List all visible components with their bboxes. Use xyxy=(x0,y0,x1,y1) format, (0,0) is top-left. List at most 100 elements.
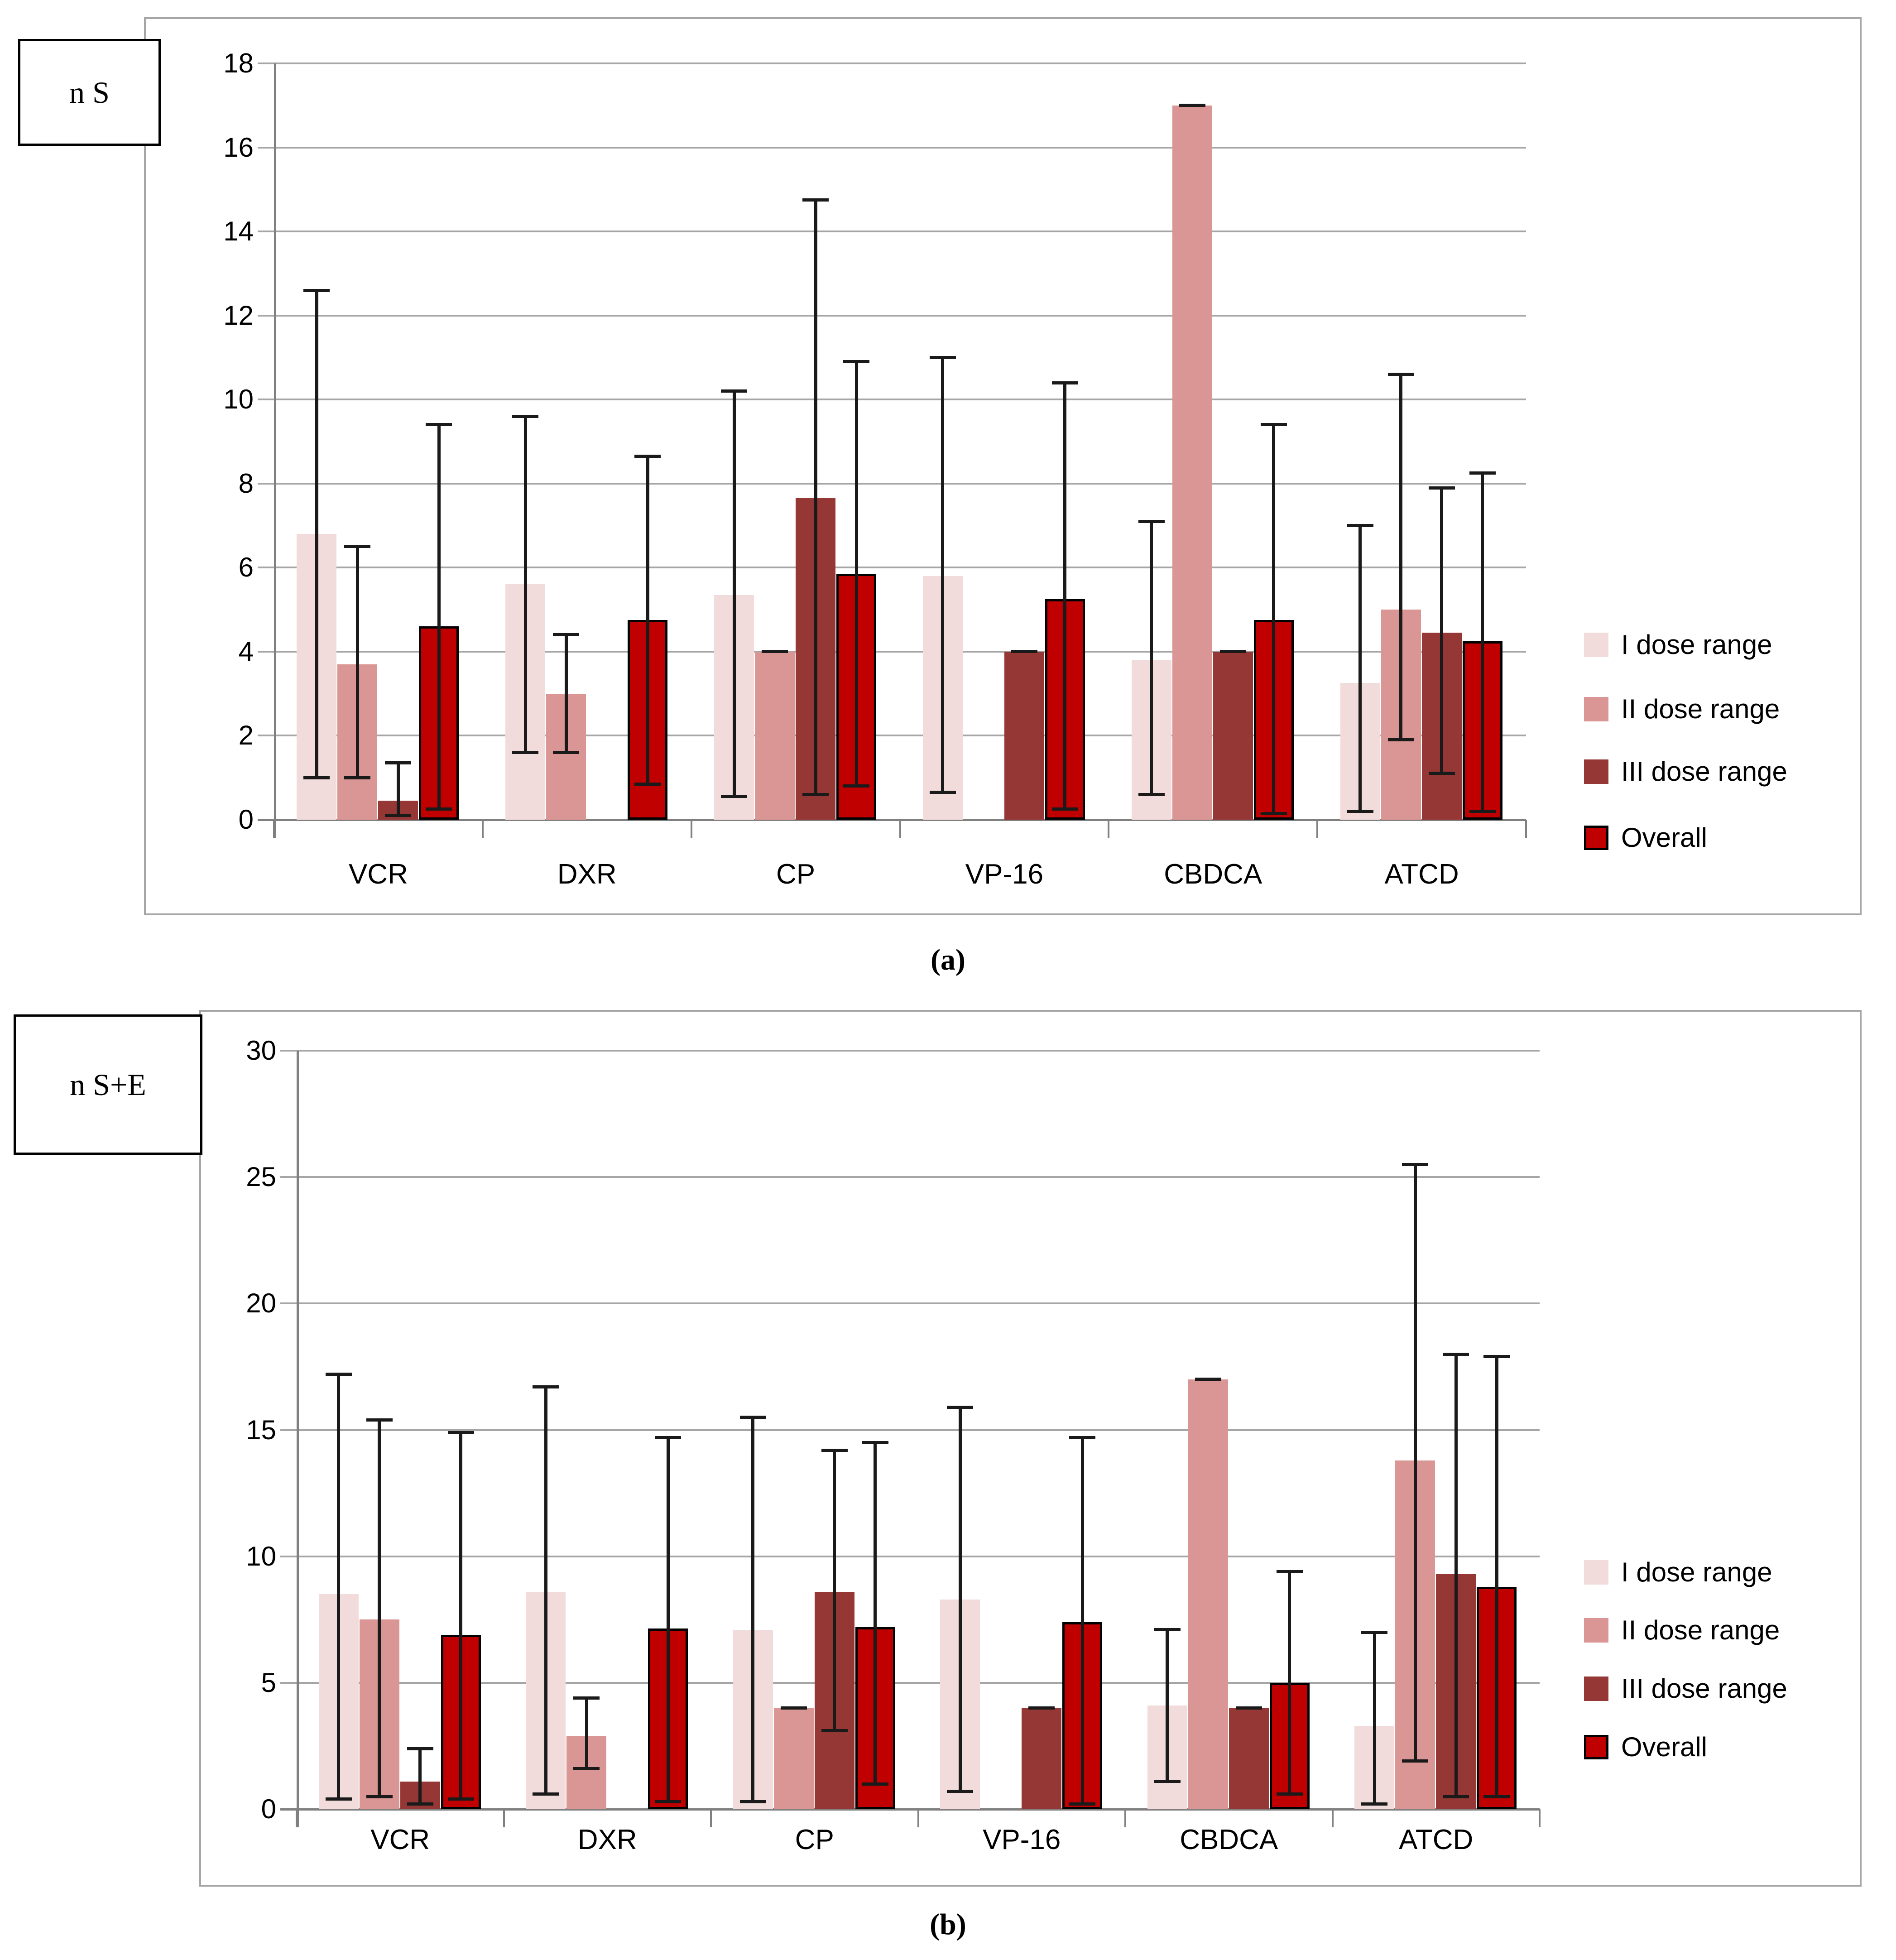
gridline xyxy=(258,146,1526,149)
y-tick-label: 10 xyxy=(223,384,254,415)
error-bar-cap-top xyxy=(1361,1630,1388,1634)
error-bar-cap-bottom xyxy=(1051,807,1078,811)
error-bar-cap-bottom xyxy=(553,751,580,754)
error-bar-line xyxy=(459,1432,463,1799)
gridline xyxy=(280,1302,1540,1305)
legend-swatch xyxy=(1584,759,1608,784)
error-bar-line xyxy=(1440,488,1444,773)
category-label: VCR xyxy=(348,859,408,890)
y-tick-label: 14 xyxy=(223,216,254,247)
error-bar-line xyxy=(585,1698,588,1769)
legend-item: I dose range xyxy=(1584,630,1772,659)
bar-iii-dose-range xyxy=(1229,1708,1269,1809)
error-bar-line xyxy=(564,634,568,753)
error-bar-cap-top xyxy=(947,1405,974,1409)
error-bar-cap-top xyxy=(843,360,870,364)
error-bar-line xyxy=(1399,374,1403,740)
legend-item: Overall xyxy=(1584,1733,1707,1762)
error-bar-line xyxy=(315,290,318,778)
error-bar-cap-top xyxy=(1051,381,1078,384)
x-axis-tick xyxy=(899,820,901,838)
gridline xyxy=(258,735,1526,737)
error-bar-line xyxy=(646,456,649,784)
gridline xyxy=(258,231,1526,233)
error-bar-cap-bottom xyxy=(426,807,452,811)
error-bar-cap-bottom xyxy=(929,791,956,794)
error-bar-line xyxy=(1495,1356,1498,1797)
error-bar-cap-top xyxy=(344,545,371,548)
error-bar-cap-bottom xyxy=(303,776,330,779)
error-bar-cap-top xyxy=(821,1448,848,1452)
y-tick-label: 0 xyxy=(238,804,254,835)
error-bar-cap-bottom xyxy=(1347,809,1373,813)
error-bar-cap-top xyxy=(1347,524,1373,528)
error-bar-cap-top xyxy=(762,650,788,653)
legend-item: I dose range xyxy=(1584,1558,1772,1587)
category-label: DXR xyxy=(557,859,617,890)
error-bar-cap-top xyxy=(1235,1706,1262,1710)
y-tick-label: 2 xyxy=(238,720,254,751)
bar-iii-dose-range xyxy=(1213,651,1253,820)
error-bar-cap-bottom xyxy=(407,1802,433,1806)
legend-label: II dose range xyxy=(1621,1615,1780,1645)
error-bar-cap-bottom xyxy=(739,1800,766,1803)
error-bar-cap-top xyxy=(1387,373,1414,376)
legend-item: III dose range xyxy=(1584,1674,1787,1703)
error-bar-cap-bottom xyxy=(1138,793,1165,796)
error-bar-cap-bottom xyxy=(821,1729,848,1733)
error-bar-cap-bottom xyxy=(533,1792,559,1796)
error-bar-cap-top xyxy=(303,288,330,292)
y-tick-label: 12 xyxy=(223,300,254,331)
gridline xyxy=(258,650,1526,653)
error-bar-cap-bottom xyxy=(862,1782,888,1786)
error-bar-cap-top xyxy=(802,198,829,202)
error-bar-line xyxy=(874,1442,877,1784)
error-bar-line xyxy=(1063,383,1067,809)
error-bar-line xyxy=(396,763,400,816)
error-bar-cap-top xyxy=(634,454,661,458)
error-bar-cap-top xyxy=(426,423,452,427)
error-bar-line xyxy=(666,1437,670,1802)
legend-swatch xyxy=(1584,633,1608,657)
error-bar-line xyxy=(854,361,858,786)
legend-item: II dose range xyxy=(1584,695,1780,724)
error-bar-cap-top xyxy=(447,1431,474,1434)
legend-swatch xyxy=(1584,1560,1608,1585)
error-bar-cap-bottom xyxy=(1443,1795,1469,1798)
category-label: CBDCA xyxy=(1180,1824,1278,1855)
error-bar-cap-top xyxy=(1402,1163,1429,1166)
error-bar-line xyxy=(833,1450,836,1731)
x-axis-tick xyxy=(1316,820,1319,838)
error-bar-line xyxy=(418,1749,422,1804)
x-axis-tick xyxy=(1525,820,1527,838)
error-bar-cap-top xyxy=(573,1696,600,1700)
legend-label: III dose range xyxy=(1621,1673,1787,1704)
gridline xyxy=(280,1050,1540,1052)
error-bar-cap-bottom xyxy=(325,1797,352,1801)
legend-label: Overall xyxy=(1621,1732,1708,1762)
y-axis-line xyxy=(297,1051,299,1827)
y-axis-line xyxy=(274,63,276,838)
error-bar-cap-top xyxy=(780,1706,807,1710)
gridline xyxy=(280,1176,1540,1178)
error-bar-cap-top xyxy=(553,633,580,637)
legend-label: II dose range xyxy=(1621,694,1780,724)
y-tick-label: 6 xyxy=(238,552,254,583)
error-bar-line xyxy=(1481,473,1484,812)
error-bar-cap-bottom xyxy=(1154,1780,1181,1783)
error-bar-cap-top xyxy=(533,1385,559,1389)
gridline xyxy=(258,62,1526,64)
y-axis-title-box-a: n S xyxy=(18,39,161,146)
category-label: ATCD xyxy=(1399,1824,1474,1855)
error-bar-cap-bottom xyxy=(366,1795,393,1798)
caption-a: (a) xyxy=(931,943,965,976)
y-tick-label: 18 xyxy=(223,48,254,78)
error-bar-line xyxy=(1413,1164,1417,1761)
error-bar-line xyxy=(355,546,359,778)
error-bar-cap-top xyxy=(385,761,412,765)
error-bar-line xyxy=(941,357,945,793)
y-tick-label: 4 xyxy=(238,636,254,667)
error-bar-cap-bottom xyxy=(634,782,661,786)
bar-iii-dose-range xyxy=(1004,651,1044,820)
error-bar-cap-top xyxy=(1154,1628,1181,1632)
